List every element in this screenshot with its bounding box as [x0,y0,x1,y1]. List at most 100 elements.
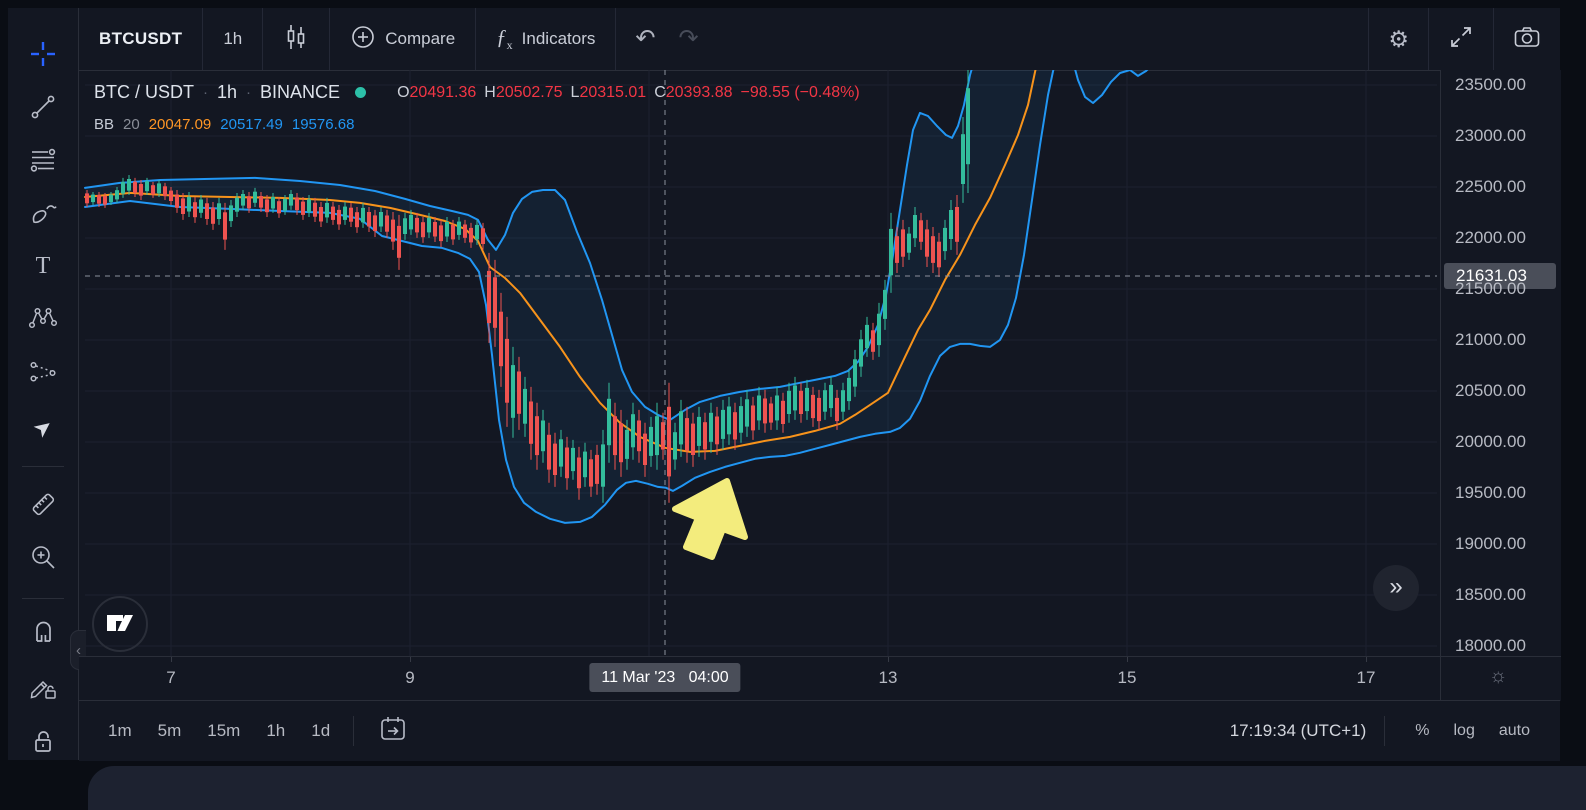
crosshair-price-label: 21631.03 [1444,263,1556,289]
price-axis-label: 23500.00 [1455,75,1526,94]
magnet-tool-button[interactable] [19,608,67,652]
legend-exchange: BINANCE [260,82,341,102]
price-axis-label: 20500.00 [1455,381,1526,400]
double-chevron-right-icon: » [1389,572,1403,600]
toolbar-separator [615,8,617,70]
toolbar-separator [1384,716,1386,746]
forecast-icon [28,356,58,386]
interval-label: 1h [223,29,243,48]
bb-label: BB [94,116,115,133]
lock-all-tool-button[interactable] [19,720,67,764]
market-status-dot [355,87,367,98]
ruler-icon [27,488,59,520]
interval-quick-button-1m[interactable]: 1m [108,721,132,740]
log-scale-button[interactable]: log [1453,722,1475,739]
settings-button[interactable]: ⚙ [1369,8,1428,70]
text-tool-button[interactable]: T [19,244,67,288]
brightness-icon[interactable]: ☼ [1489,665,1508,687]
arrow-marker-tool-button[interactable]: ➤ [19,406,67,450]
ruler-tool-button[interactable] [19,482,67,526]
screenshot-button[interactable] [1494,8,1560,70]
fullscreen-button[interactable] [1429,8,1493,70]
interval-quick-button-1d[interactable]: 1d [311,721,331,740]
go-to-date-button[interactable] [378,714,408,749]
time-axis-tick [410,657,411,662]
indicators-button[interactable]: ƒx Indicators [476,8,615,70]
chart-legend[interactable]: BTC / USDT · 1h · BINANCE O20491.36 H205… [94,82,860,103]
compare-label: Compare [385,29,456,48]
toolbar-separator [475,8,477,70]
bb-upper-value: 20517.49 [220,116,283,133]
interval-quick-button-5m[interactable]: 5m [157,721,182,740]
time-axis-tick [1366,657,1367,662]
tradingview-logo-button[interactable] [92,596,148,652]
price-axis-label: 22500.00 [1455,177,1526,196]
interval-quick-button-15m[interactable]: 15m [207,721,241,740]
interval-button[interactable]: 1h [203,8,262,70]
axis-corner: ☼ [1440,656,1561,701]
redo-button[interactable]: ↷ [674,8,717,70]
time-axis[interactable]: 11 Mar '23 04:00 7 9 13 15 17 [79,656,1440,701]
symbol-button[interactable]: BTCUSDT [79,8,202,70]
crosshair-tool-button[interactable] [19,32,67,76]
price-axis-label: 19500.00 [1455,483,1526,502]
legend-separator: · [203,84,209,101]
gear-icon: ⚙ [1388,25,1409,52]
bb-mid-value: 20047.09 [148,116,212,133]
compare-button[interactable]: Compare [330,8,475,70]
chart-style-button[interactable] [263,8,329,70]
forecast-tool-button[interactable] [19,349,67,393]
auto-scale-button[interactable]: auto [1498,722,1530,739]
bb-indicator-legend[interactable]: BB 20 20047.09 20517.49 19576.68 [94,116,354,133]
clock-label[interactable]: 17:19:34 (UTC+1) [1229,721,1367,740]
drawing-lock-tool-button[interactable] [19,664,67,708]
price-axis-label: 18000.00 [1455,636,1526,655]
arrow-marker-icon: ➤ [27,412,58,444]
time-axis-tick [888,657,889,662]
fib-retracement-tool-button[interactable] [19,138,67,182]
undo-button[interactable]: ↶ [616,8,674,70]
tradingview-logo-icon [103,607,137,642]
crosshair-time-label: 11 Mar '23 04:00 [589,663,741,692]
high-value: 20502.75 [495,83,563,101]
toolbar-separator [202,8,204,70]
calendar-arrow-icon [378,714,408,749]
compare-plus-icon [350,24,376,55]
fx-icon: ƒx [496,24,513,53]
fullscreen-icon [1448,24,1474,55]
toolbar-divider [22,598,64,599]
ohlc-values: O20491.36 H20502.75 L20315.01 C20393.88 … [397,83,860,101]
time-axis-label: 7 [166,668,176,687]
price-chart[interactable] [79,70,1440,656]
chevron-left-icon: ‹ [76,641,81,659]
pencil-lock-icon [27,670,59,702]
toolbar-separator [1493,8,1494,70]
open-value: 20491.36 [409,83,477,101]
interval-quick-buttons: 1m 5m 15m 1h 1d [95,715,343,747]
percent-scale-button[interactable]: % [1415,722,1430,739]
toolbar-separator [1428,8,1429,70]
undo-icon: ↶ [635,25,656,52]
time-axis-label: 9 [405,668,415,687]
footer-band [88,766,1586,810]
legend-separator: · [246,84,252,101]
scroll-to-latest-button[interactable]: » [1373,565,1419,611]
legend-symbol: BTC / USDT [94,82,195,102]
toolbar-separator [353,716,355,746]
toolbar-separator [1368,8,1370,70]
time-axis-tick [171,657,172,662]
close-value: 20393.88 [665,83,733,101]
zoom-in-tool-button[interactable] [19,535,67,579]
price-axis-label: 18500.00 [1455,585,1526,604]
price-axis[interactable]: 21631.03 23500.00 23000.00 22500.00 22000.0… [1440,70,1561,656]
xabcd-pattern-tool-button[interactable] [19,296,67,340]
scale-buttons: % log auto [1403,716,1542,746]
toolbar-separator [329,8,331,70]
text-icon: T [35,252,51,279]
brush-icon [28,198,58,228]
brush-tool-button[interactable] [19,191,67,235]
trend-line-tool-button[interactable] [19,85,67,129]
crosshair-icon [28,39,58,69]
interval-quick-button-1h[interactable]: 1h [266,721,286,740]
